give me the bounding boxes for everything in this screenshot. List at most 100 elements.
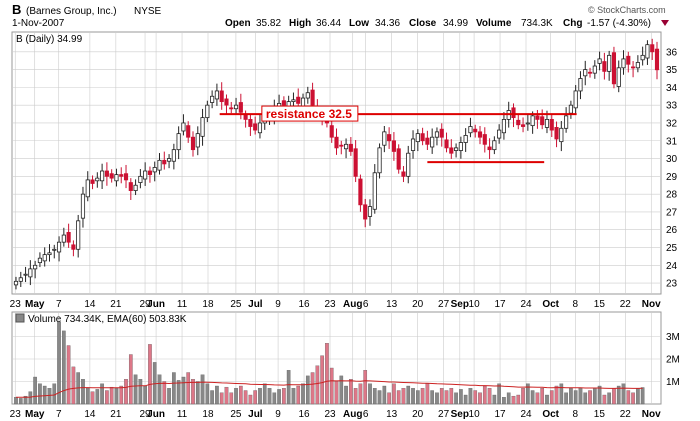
volume-bar	[468, 388, 473, 405]
price-tick-label: 35	[666, 65, 678, 76]
x-tick-label: 20	[412, 299, 424, 310]
volume-bar	[167, 388, 171, 405]
volume-bar	[511, 395, 516, 405]
candle-body	[95, 177, 100, 182]
x-tick-label: 25	[230, 299, 242, 310]
volume-bar	[616, 385, 621, 405]
volume-legend: Volume 734.34K, EMA(60) 503.83K	[28, 314, 187, 325]
candle-body	[348, 143, 353, 152]
volume-bar	[262, 383, 267, 405]
x-tick-label: 13	[386, 299, 398, 310]
volume-bar	[219, 392, 224, 405]
volume-bar	[172, 372, 176, 405]
candle-body	[181, 122, 186, 132]
candle-body	[147, 170, 153, 175]
candle-body	[214, 90, 219, 100]
open-value: 35.82	[256, 18, 281, 29]
volume-bar	[349, 379, 353, 405]
candle-body	[387, 134, 392, 142]
candle-body	[525, 122, 530, 125]
volume-bar	[554, 385, 559, 405]
volume-bar	[62, 330, 66, 405]
volume-bar	[631, 392, 635, 405]
x-tick-label: 21	[110, 299, 122, 310]
volume-bar	[291, 388, 296, 405]
x-tick-label: May	[25, 409, 45, 420]
candle-body	[71, 244, 76, 250]
x-tick-label: 7	[56, 299, 62, 310]
volume-bar	[530, 390, 535, 405]
company-name: (Barnes Group, Inc.)	[26, 6, 117, 17]
volume-bar	[415, 390, 420, 405]
volume-bar	[148, 344, 152, 405]
candle-body	[640, 54, 645, 61]
volume-bar	[253, 390, 258, 405]
candle-body	[61, 234, 66, 243]
x-tick-label: Jul	[248, 409, 263, 420]
x-tick-label: May	[25, 299, 45, 310]
volume-bar	[492, 394, 497, 405]
candle-body	[611, 52, 617, 85]
volume-bar	[344, 385, 348, 405]
candle-body	[616, 67, 621, 87]
volume-bar	[248, 394, 253, 405]
x-tick-label: 14	[84, 409, 96, 420]
candle-body	[329, 125, 334, 138]
candle-body	[592, 65, 597, 74]
volume-bar	[578, 388, 583, 405]
candle-body	[334, 136, 339, 149]
candle-body	[195, 133, 200, 148]
x-tick-label: 23	[324, 409, 336, 420]
volume-bar	[210, 390, 214, 405]
volume-bar	[425, 383, 430, 405]
volume-bar	[621, 383, 626, 405]
candle-body	[119, 174, 124, 177]
candle-body	[56, 241, 62, 253]
volume-bar	[325, 343, 329, 405]
candle-body	[482, 134, 487, 145]
candle-body	[487, 146, 492, 151]
volume-bar	[353, 388, 358, 405]
candle-body	[66, 231, 71, 243]
volume-bar	[267, 388, 272, 405]
price-tick-label: 25	[666, 243, 678, 254]
volume-bar	[506, 392, 511, 405]
x-tick-label: 16	[298, 299, 310, 310]
x-tick-label: 9	[275, 299, 281, 310]
candle-body	[18, 277, 23, 282]
volume-bar	[138, 379, 143, 405]
candle-body	[238, 102, 243, 113]
x-tick-label: 27	[438, 409, 450, 420]
volume-bar	[392, 383, 396, 405]
volume-bar	[176, 380, 181, 405]
volume-bar	[282, 388, 286, 405]
volume-bar	[454, 392, 458, 405]
chg-label: Chg	[563, 18, 582, 29]
x-tick-label: 9	[275, 409, 281, 420]
close-label: Close	[409, 18, 437, 29]
candle-body	[363, 204, 368, 220]
volume-bar	[224, 386, 229, 405]
candle-body	[291, 99, 296, 103]
volume-value: 734.3K	[521, 18, 553, 29]
price-tick-label: 36	[666, 47, 678, 58]
volume-bar	[109, 386, 114, 405]
volume-bar	[286, 370, 291, 405]
date-label: 1-Nov-2007	[12, 18, 65, 29]
volume-bar	[439, 388, 444, 405]
volume-bar	[157, 374, 162, 405]
candle-body	[564, 115, 569, 129]
candle-body	[377, 147, 382, 174]
volume-bar	[133, 374, 138, 405]
x-tick-label: Sep	[451, 409, 469, 420]
x-tick-label: Jun	[147, 299, 165, 310]
candle-body	[171, 149, 176, 162]
volume-bar	[162, 381, 167, 405]
candle-body	[128, 182, 133, 191]
price-tick-label: 23	[666, 279, 678, 290]
candle-body	[13, 280, 19, 286]
candle-body	[597, 58, 602, 64]
x-tick-label: 23	[10, 299, 22, 310]
volume-bar	[200, 374, 205, 405]
x-tick-label: 6	[363, 409, 369, 420]
